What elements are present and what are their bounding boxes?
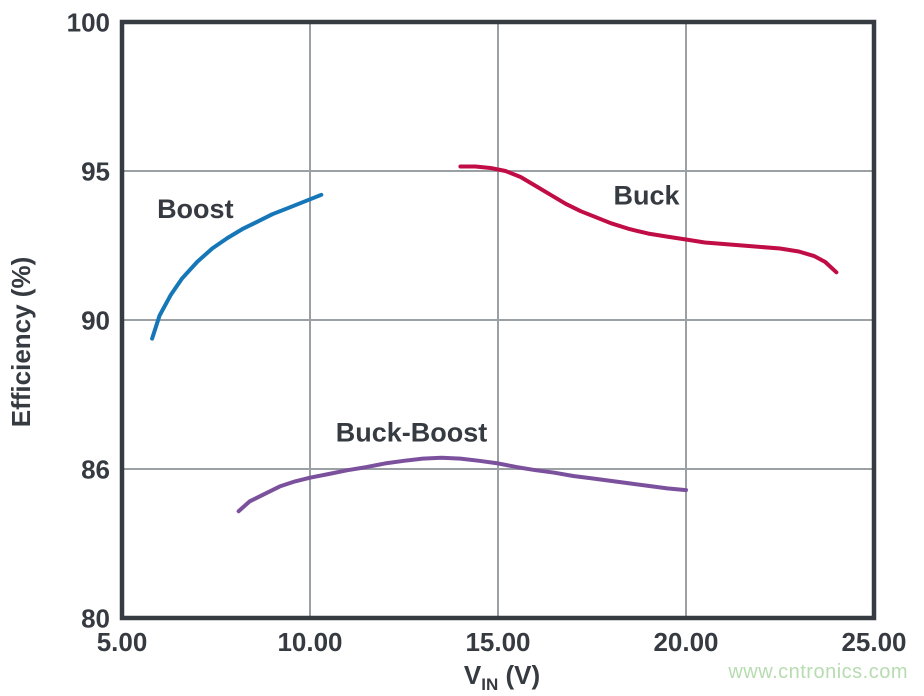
watermark: www.cntronics.com bbox=[728, 661, 908, 683]
y-tick-label: 95 bbox=[81, 156, 110, 186]
x-tick-label: 15.00 bbox=[465, 627, 530, 657]
series-line-buck bbox=[458, 164, 839, 275]
plot-border bbox=[119, 19, 877, 621]
series-label-boost: Boost bbox=[157, 194, 234, 224]
y-tick-label: 90 bbox=[81, 305, 110, 335]
x-axis-title: VIN (V) bbox=[464, 660, 540, 694]
y-tick-label: 100 bbox=[67, 7, 110, 37]
x-tick-label: 10.00 bbox=[277, 627, 342, 657]
series-label-buck-boost: Buck-Boost bbox=[336, 417, 488, 447]
y-tick-label: 86 bbox=[81, 454, 110, 484]
series-line-boost bbox=[150, 192, 324, 341]
x-tick-label: 25.00 bbox=[841, 627, 906, 657]
series-line-buck-boost bbox=[236, 455, 688, 514]
x-tick-label: 5.00 bbox=[97, 627, 148, 657]
x-tick-label: 20.00 bbox=[653, 627, 718, 657]
y-axis-title: Efficiency (%) bbox=[6, 257, 36, 428]
y-tick-label: 80 bbox=[81, 603, 110, 633]
series-label-buck: Buck bbox=[614, 181, 681, 211]
